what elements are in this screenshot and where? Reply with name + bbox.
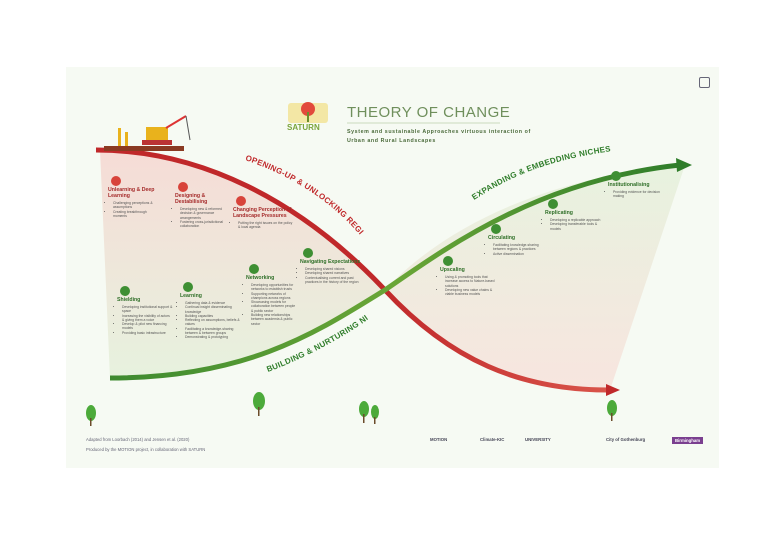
stage-point: Develop & pilot new financing models <box>122 322 173 331</box>
stage-points: Developing new & reformed decision & gov… <box>175 207 227 228</box>
stage-point: Increasing the visibility of actors & gi… <box>122 314 173 323</box>
stage-point: Showcasing models for collaboration betw… <box>251 300 296 313</box>
stage-point: Developing institutional support & space <box>122 305 173 314</box>
stage-icon <box>183 282 193 292</box>
stage-point: Supporting networks of champions across … <box>251 292 296 301</box>
stage-title: Upscaling <box>440 267 465 273</box>
stage: Replicating Developing a replicable appro… <box>545 210 607 231</box>
stage-points: Developing shared visionsDeveloping shar… <box>300 267 362 284</box>
stage-point: Gathering data & evidence <box>185 301 242 305</box>
arrow-head <box>606 384 620 396</box>
stage-icon <box>443 256 453 266</box>
partner-logo: Climate-KIC <box>480 437 505 442</box>
stage-point: Providing basic infrastructure <box>122 331 173 335</box>
stage-point: Developing shared visions <box>305 267 362 271</box>
stage: Learning Gathering data & evidenceContinu… <box>180 293 242 340</box>
stage: Networking Developing opportunities for n… <box>246 275 296 326</box>
stage-title: Designing & Destabilising <box>175 193 208 205</box>
stage: Unlearning & Deep Learning Challenging pe… <box>108 187 156 218</box>
stage-point: Developing new value chains & viable bus… <box>445 288 498 297</box>
stage-icon <box>236 196 246 206</box>
stage: Circulating Facilitating knowledge-sharin… <box>488 235 550 256</box>
stage-point: Building new relationships between acade… <box>251 313 296 326</box>
stage-points: Using & promoting tools that increase ac… <box>440 275 498 296</box>
subtitle: System and sustainable Approaches virtuo… <box>347 129 531 144</box>
stage: Shielding Developing institutional suppor… <box>117 297 173 335</box>
stage-icon <box>303 248 313 258</box>
stage: Upscaling Using & promoting tools that in… <box>440 267 498 296</box>
stage-point: Developing a replicable approach <box>550 218 607 222</box>
stage-icon <box>111 176 121 186</box>
stage-points: Developing a replicable approachDevelopi… <box>545 218 607 231</box>
stage-point: Providing evidence for decision making <box>613 190 668 199</box>
stage: Changing Perception of Landscape Pressur… <box>233 207 295 230</box>
stage-title: Learning <box>180 293 202 299</box>
stage-icon <box>491 224 501 234</box>
credit: Adapted from Loorbach (2014) and Jensen … <box>86 437 190 442</box>
stage-point: Using & promoting tools that increase ac… <box>445 275 498 288</box>
stage-point: Challenging perceptions & assumptions <box>113 201 156 210</box>
stage-point: Creating breakthrough moments <box>113 210 156 219</box>
logo: SATURN <box>287 123 320 132</box>
left-area <box>100 150 385 378</box>
stage: Navigating Expectations Developing shared… <box>300 259 362 284</box>
stage: Designing & Destabilising Developing new … <box>175 193 227 228</box>
credit: Produced by the MOTION project, in colla… <box>86 447 206 452</box>
stage-point: Building capacities <box>185 314 242 318</box>
stage-points: Facilitating knowledge-sharing between r… <box>488 243 550 256</box>
stage-icon <box>611 171 621 181</box>
stage-points: Developing institutional support & space… <box>117 305 173 335</box>
stage-title: Navigating Expectations <box>300 259 361 265</box>
stage-point: Developing new & reformed decision & gov… <box>180 207 227 220</box>
stage-title: Unlearning & Deep Learning <box>108 187 155 199</box>
stage-point: Reflecting on assumptions, beliefs & val… <box>185 318 242 327</box>
stage-title: Institutionalising <box>608 182 650 188</box>
stage-icon <box>249 264 259 274</box>
logo-mark <box>288 102 500 124</box>
stage-points: Developing opportunities for networks to… <box>246 283 296 326</box>
stage-icon <box>178 182 188 192</box>
stage-point: Facilitating a knowledge-sharing between… <box>185 327 242 336</box>
stage-point: Continual insight disseminating knowledg… <box>185 305 242 314</box>
stage-points: Gathering data & evidenceContinual insig… <box>180 301 242 340</box>
stage: Institutionalising Providing evidence for… <box>608 182 668 199</box>
stage-point: Developing transferable tools & models <box>550 222 607 231</box>
arrow-head <box>676 158 692 172</box>
stage-title: Circulating <box>488 235 516 241</box>
stage-point: Facilitating knowledge-sharing between r… <box>493 243 550 252</box>
partner-logo: MOTION <box>430 437 448 442</box>
partner-logo: UNIVERSITY <box>525 437 551 442</box>
stage-points: Challenging perceptions & assumptionsCre… <box>108 201 156 218</box>
title: THEORY OF CHANGE <box>347 104 511 121</box>
stage-point: Putting the right issues on the policy &… <box>238 221 295 230</box>
stage-icon <box>548 199 558 209</box>
niche-curve <box>109 162 681 381</box>
expand-button[interactable] <box>699 77 710 88</box>
crane <box>104 115 191 151</box>
stage-title: Networking <box>246 275 275 281</box>
trees <box>86 392 617 426</box>
stage-point: Active dissemination <box>493 252 550 256</box>
stage-point: Developing opportunities for networks to… <box>251 283 296 292</box>
stage-title: Changing Perception of Landscape Pressur… <box>233 207 292 219</box>
stage-point: Demonstrating & prototyping <box>185 335 242 339</box>
stage-points: Providing evidence for decision making <box>608 190 668 199</box>
stage-point: Contextualising current and past practic… <box>305 276 362 285</box>
right-area <box>385 165 685 390</box>
stage-point: Fostering cross-jurisdictional collabora… <box>180 220 227 229</box>
stage-title: Shielding <box>117 297 141 303</box>
stage-points: Putting the right issues on the policy &… <box>233 221 295 230</box>
stage-point: Developing shared narratives <box>305 271 362 275</box>
stage-icon <box>120 286 130 296</box>
partner-logo: City of Gothenburg <box>606 437 646 442</box>
stage-title: Replicating <box>545 210 573 216</box>
partner-logo: Birmingham <box>672 437 704 444</box>
